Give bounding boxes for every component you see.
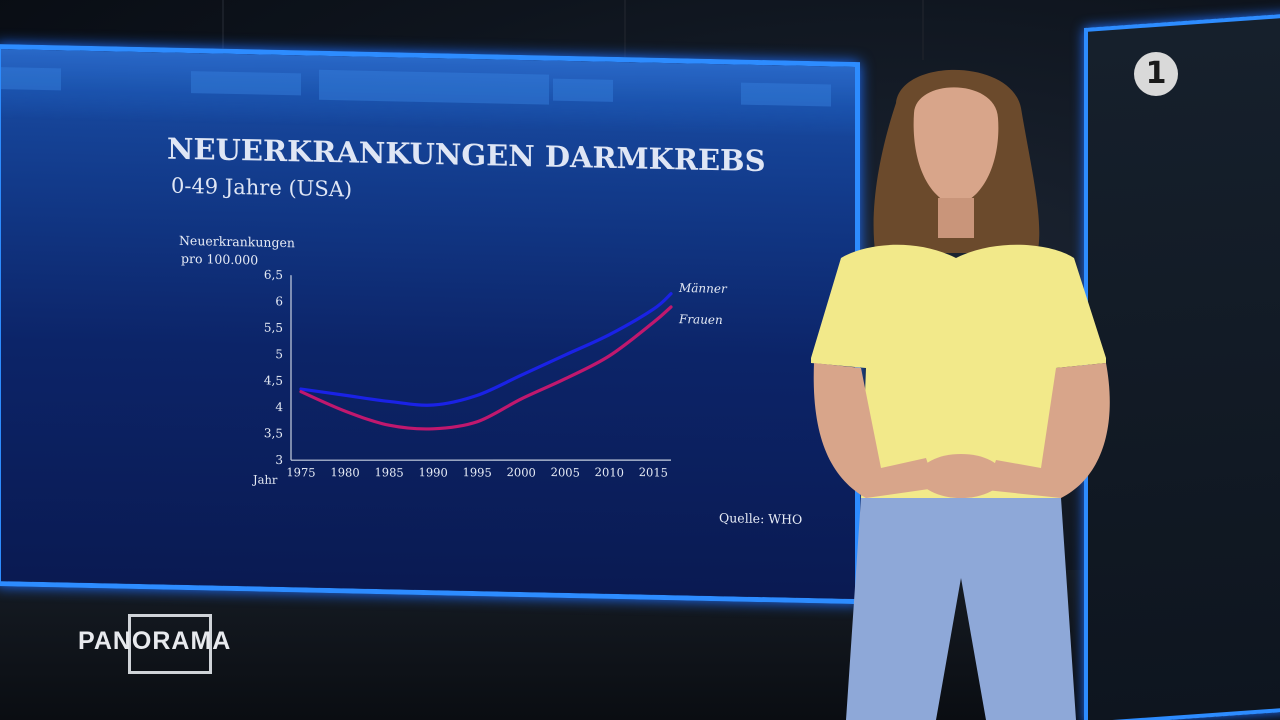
show-logo-frame — [128, 614, 212, 674]
x-tick-label: 1990 — [419, 465, 448, 480]
ceiling-rod — [222, 0, 224, 60]
legend-label: Männer — [678, 281, 728, 296]
x-tick-label: 1975 — [286, 465, 315, 480]
chart-title: NEUERKRANKUNGEN DARMKREBS — [167, 132, 766, 179]
x-tick-label: 2000 — [507, 465, 536, 480]
x-tick-label: 1995 — [463, 465, 492, 480]
y-tick-label: 5 — [275, 347, 283, 361]
presenter-neck — [938, 198, 974, 238]
y-tick-label: 3 — [275, 453, 283, 467]
x-tick-label: 1980 — [330, 465, 359, 480]
y-tick-label: 4 — [275, 400, 283, 414]
y-axis-label-line-2: pro 100.000 — [181, 251, 258, 268]
y-tick-label: 6,5 — [264, 268, 283, 282]
show-logo-text: PANORAMA — [78, 627, 232, 655]
presenter-hands — [919, 454, 1003, 498]
presenter-face — [913, 87, 999, 206]
source-note: Quelle: WHO — [719, 510, 802, 527]
series-line-männer — [299, 292, 673, 407]
chart-subtitle: 0-49 Jahre (USA) — [171, 174, 352, 202]
video-wall: NEUERKRANKUNGEN DARMKREBS 0-49 Jahre (US… — [0, 44, 860, 605]
legend-label: Frauen — [678, 312, 723, 327]
broadcaster-logo: 1 — [1134, 52, 1178, 96]
y-axis-label: Neuerkrankungen — [179, 233, 295, 250]
presenter-blouse — [811, 244, 1106, 498]
series-line-frauen — [299, 305, 673, 431]
x-tick-label: 2005 — [551, 465, 580, 480]
x-tick-label: 1985 — [374, 465, 403, 480]
presenter-figure — [811, 69, 1110, 720]
line-chart: NEUERKRANKUNGEN DARMKREBS 0-49 Jahre (US… — [167, 132, 802, 527]
ceiling-rod — [624, 0, 626, 60]
video-wall-screen: NEUERKRANKUNGEN DARMKREBS 0-49 Jahre (US… — [1, 49, 855, 599]
y-tick-label: 5,5 — [264, 320, 283, 334]
chart-legend: Männer Frauen — [678, 281, 728, 327]
x-tick-label: 2015 — [639, 465, 668, 480]
chart-axes — [290, 275, 672, 461]
y-tick-label: 4,5 — [264, 373, 283, 387]
y-tick-label: 6 — [275, 294, 283, 308]
presenter-trousers — [846, 498, 1076, 720]
x-tick-label: 2010 — [595, 465, 624, 480]
x-axis-line — [290, 459, 672, 461]
chart-ticks: 3 3,5 4 4,5 5 5,5 6 6,5 1975 1980 1985 1990 1995 2000… — [264, 268, 668, 480]
y-tick-label: 3,5 — [264, 426, 283, 440]
presenter-arm-left — [813, 363, 936, 498]
chart-series — [299, 292, 673, 431]
presenter-arm-right — [986, 363, 1110, 498]
x-axis-label: Jahr — [252, 472, 278, 487]
ceiling-rod — [922, 0, 924, 60]
